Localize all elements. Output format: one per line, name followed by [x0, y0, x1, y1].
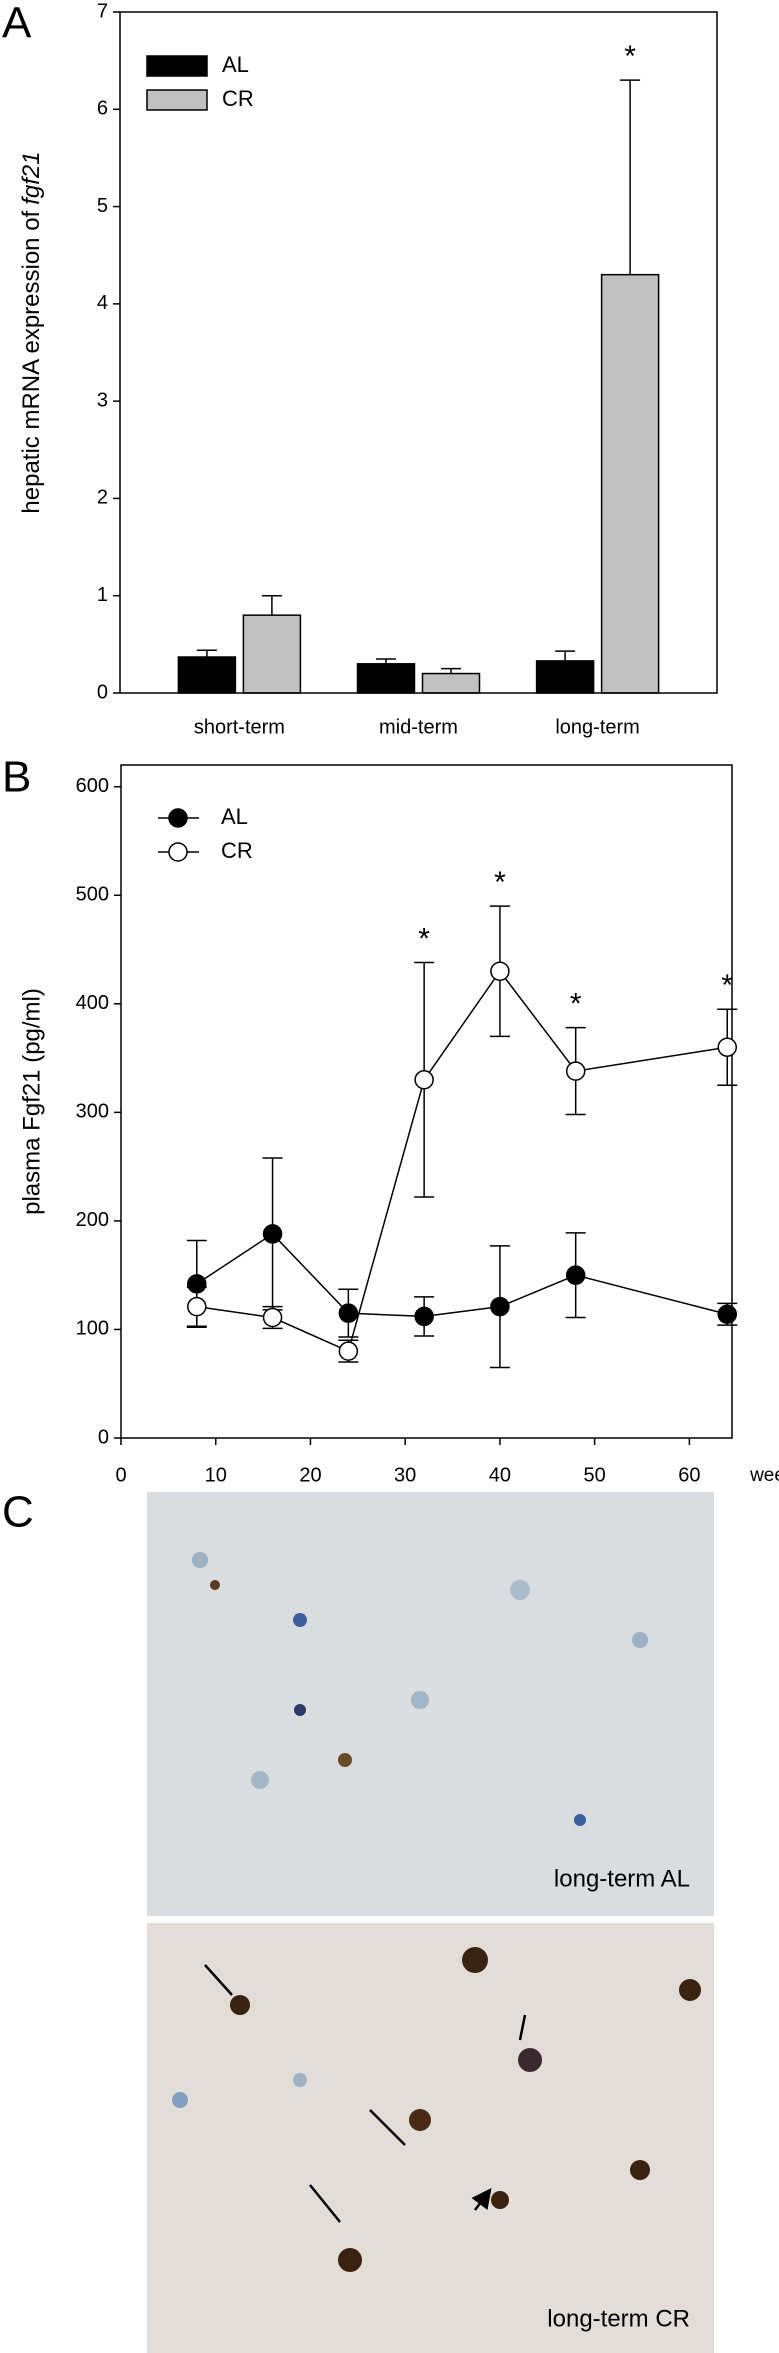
legend-label: AL: [222, 52, 249, 77]
bar: [356, 663, 416, 694]
x-tick-label: 30: [394, 1464, 416, 1486]
y-tick-label: 5: [97, 195, 108, 217]
y-tick-label: 1: [97, 584, 108, 606]
significance-marker: *: [624, 40, 636, 73]
error-cap: [186, 1239, 207, 1329]
bar: [242, 614, 302, 694]
legend-marker: [168, 808, 188, 828]
data-point: [414, 1306, 434, 1327]
significance-marker: *: [721, 969, 733, 1002]
panel-label: A: [2, 0, 32, 48]
plot-frame: [120, 764, 733, 1439]
data-point: [338, 1341, 359, 1361]
bar: [600, 273, 660, 694]
y-tick-label: 4: [97, 292, 108, 314]
x-tick-label: 60: [678, 1464, 700, 1486]
legend-label: CR: [222, 86, 254, 111]
error-cap: [489, 905, 510, 1038]
significance-marker: *: [418, 922, 430, 955]
image-caption: long-term AL: [554, 1865, 690, 1892]
data-point: [490, 961, 510, 981]
x-tick-label: long-term: [555, 716, 639, 738]
data-point: [565, 1061, 586, 1081]
x-tick-label: 0: [115, 1464, 126, 1486]
y-tick-label: 300: [76, 1101, 109, 1123]
legend-label: CR: [221, 838, 253, 863]
image-caption: long-term CR: [547, 2305, 690, 2332]
data-point: [262, 1224, 283, 1244]
data-point: [414, 1070, 434, 1090]
bar: [421, 672, 481, 694]
legend-label: AL: [221, 804, 248, 829]
data-point: [490, 1296, 510, 1317]
bar: [535, 660, 595, 694]
data-point: [187, 1296, 207, 1317]
error-cap: [565, 1232, 586, 1319]
y-tick-label: 100: [76, 1318, 109, 1340]
error-cap: [489, 1245, 510, 1369]
panel-label: B: [2, 753, 31, 802]
data-point: [565, 1265, 586, 1285]
significance-marker: *: [494, 866, 506, 899]
panel-label: C: [2, 1488, 34, 1537]
micrograph-al: [147, 1492, 714, 1916]
y-axis-title-part: fgf21: [18, 151, 45, 204]
y-axis-title: plasma Fgf21 (pg/ml): [18, 988, 45, 1215]
micrograph-cr: [147, 1923, 714, 2353]
error-cap: [338, 1339, 359, 1363]
x-axis-title: weeks: [749, 1465, 779, 1486]
y-axis-title: hepatic mRNA expression of fgf21: [18, 151, 45, 513]
error-cap: [565, 1026, 586, 1116]
y-tick-label: 500: [76, 884, 109, 906]
legend-marker: [168, 842, 188, 862]
data-point: [717, 1037, 738, 1057]
y-tick-label: 200: [76, 1209, 109, 1231]
error-cap: [717, 1302, 738, 1326]
data-point: [262, 1307, 283, 1328]
series-line: [196, 1232, 728, 1318]
y-axis-title-part: hepatic mRNA expression of: [18, 210, 45, 513]
y-tick-label: 2: [97, 487, 108, 509]
y-tick-label: 6: [97, 98, 108, 120]
y-tick-label: 0: [97, 681, 108, 703]
error-cap: [717, 1008, 738, 1086]
x-tick-label: 20: [299, 1464, 321, 1486]
x-tick-label: 10: [205, 1464, 227, 1486]
x-tick-label: 50: [584, 1464, 606, 1486]
error-cap: [186, 1286, 207, 1327]
legend-swatch: [146, 89, 208, 111]
error-cap: [338, 1288, 359, 1338]
x-tick-label: mid-term: [379, 716, 458, 738]
error-cap: [262, 1305, 283, 1330]
y-tick-label: 0: [98, 1426, 109, 1448]
x-tick-label: 40: [489, 1464, 511, 1486]
y-tick-label: 3: [97, 389, 108, 411]
significance-marker: *: [570, 988, 582, 1021]
y-tick-label: 600: [76, 775, 109, 797]
x-tick-label: short-term: [194, 716, 285, 738]
y-tick-label: 7: [97, 0, 108, 22]
error-cap: [414, 961, 435, 1198]
plot-frame: [119, 11, 718, 694]
bar: [177, 656, 237, 694]
data-point: [338, 1303, 359, 1323]
error-cap: [414, 1296, 435, 1337]
data-point: [717, 1304, 738, 1325]
y-tick-label: 400: [76, 992, 109, 1014]
legend-swatch: [146, 55, 208, 77]
